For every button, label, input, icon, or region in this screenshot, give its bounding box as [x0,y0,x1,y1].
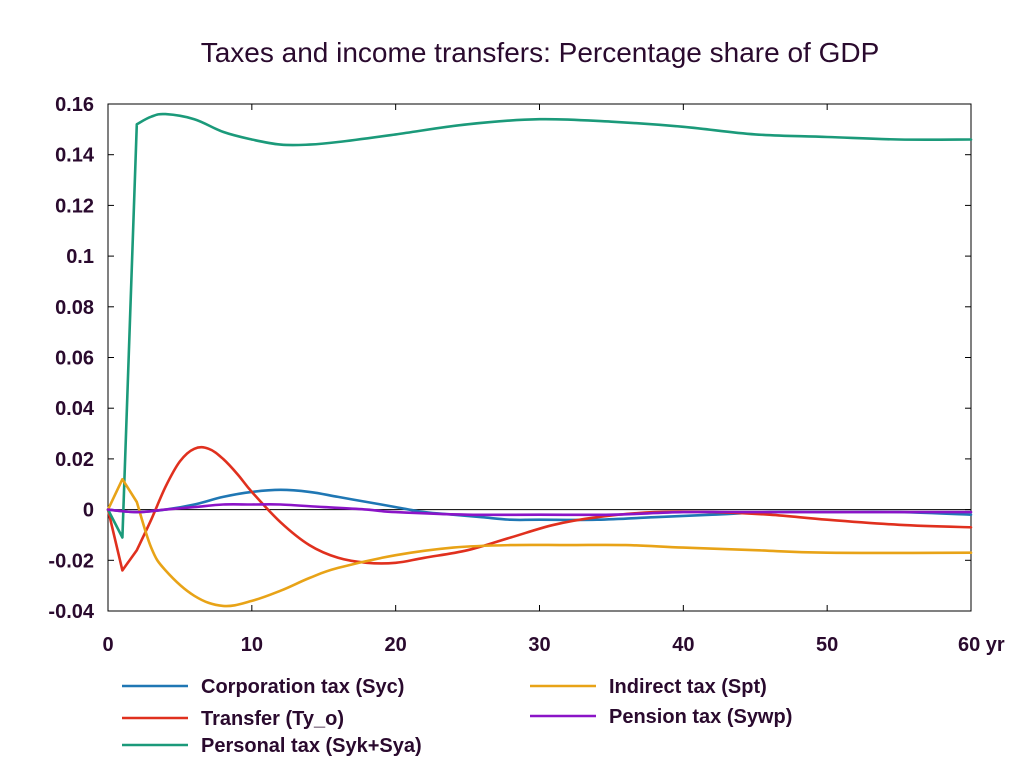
x-tick-label: 10 [241,634,263,656]
chart-title: Taxes and income transfers: Percentage s… [201,37,880,68]
x-tick-label: 20 [385,634,407,656]
y-tick-label: 0.06 [55,348,94,370]
x-tick-label: 0 [102,634,113,656]
y-tick-label: 0.08 [55,297,94,319]
x-tick-label: 40 [672,634,694,656]
y-tick-label: 0.14 [55,145,95,167]
x-tick-label: 30 [528,634,550,656]
series-layer [106,112,973,608]
legend-label: Pension tax (Sywp) [609,706,792,728]
legend-personal-tax: Personal tax (Syk+Sya) [122,735,422,757]
y-tick-label: 0 [83,500,94,522]
legend-pension-tax: Pension tax (Sywp) [530,706,792,728]
legend-label: Transfer (Ty_o) [201,708,344,730]
y-tick-label: 0.12 [55,195,94,217]
legend-label: Corporation tax (Syc) [201,676,404,698]
y-tick-label: -0.04 [48,601,94,623]
y-tick-label: -0.02 [48,550,94,572]
x-tick-label: 50 [816,634,838,656]
series-indirect-tax [106,477,973,608]
y-tick-label: 0.02 [55,449,94,471]
y-tick-label: 0.04 [55,398,95,420]
legend: Corporation tax (Syc) Transfer (Ty_o) Pers… [122,676,792,757]
legend-label: Indirect tax (Spt) [609,676,767,698]
legend-label: Personal tax (Syk+Sya) [201,735,422,757]
legend-corporation-tax: Corporation tax (Syc) [122,676,404,698]
x-tick-label: 60 yr [958,634,1005,656]
axes: -0.04 -0.02 0 0.02 0.04 0.06 0.08 0.1 0.12 0.14 0.… [48,94,1005,656]
legend-indirect-tax: Indirect tax (Spt) [530,676,767,698]
y-tick-label: 0.1 [66,246,94,268]
legend-transfer: Transfer (Ty_o) [122,708,344,730]
series-personal-tax [106,112,973,539]
series-pension-tax [106,503,973,517]
plot-frame [107,103,972,612]
y-tick-label: 0.16 [55,94,94,116]
